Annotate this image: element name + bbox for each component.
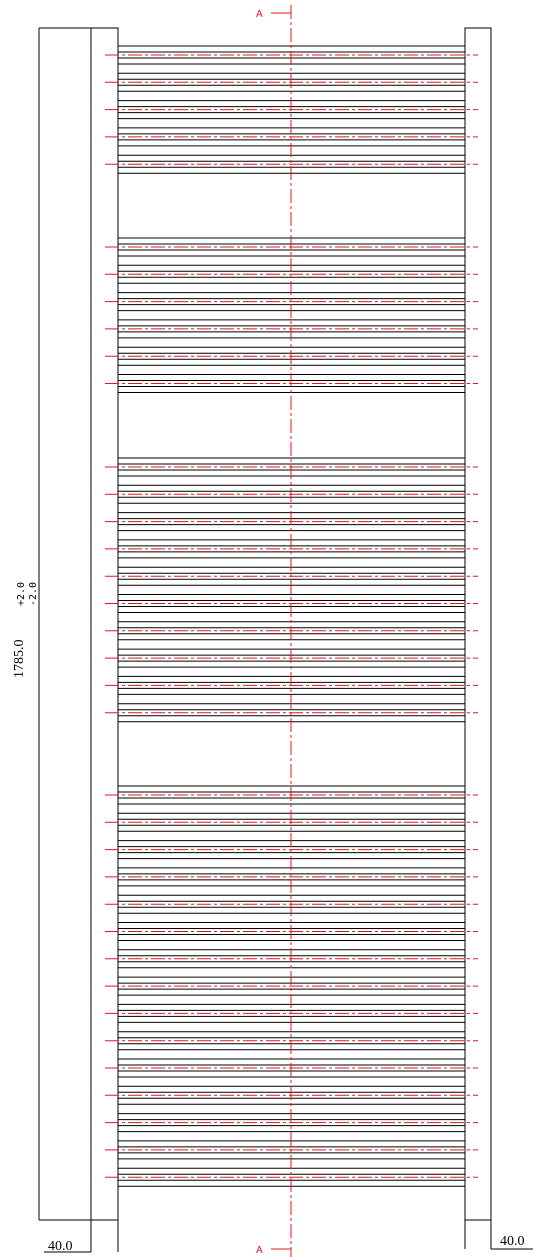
right-rail-width-dimension: 40.0	[500, 1234, 525, 1249]
height-dimension-value: 1785.0	[12, 640, 27, 679]
height-tolerance-lower: -2.0	[28, 582, 39, 606]
drawing-linework	[38, 5, 533, 1257]
left-rail	[90, 27, 119, 1221]
section-label-bottom: A	[256, 1245, 263, 1256]
right-rail	[464, 27, 492, 1221]
height-tolerance-upper: +2.0	[16, 582, 27, 606]
section-label-top: A	[256, 9, 263, 20]
left-rail-width-dimension: 40.0	[48, 1239, 73, 1254]
